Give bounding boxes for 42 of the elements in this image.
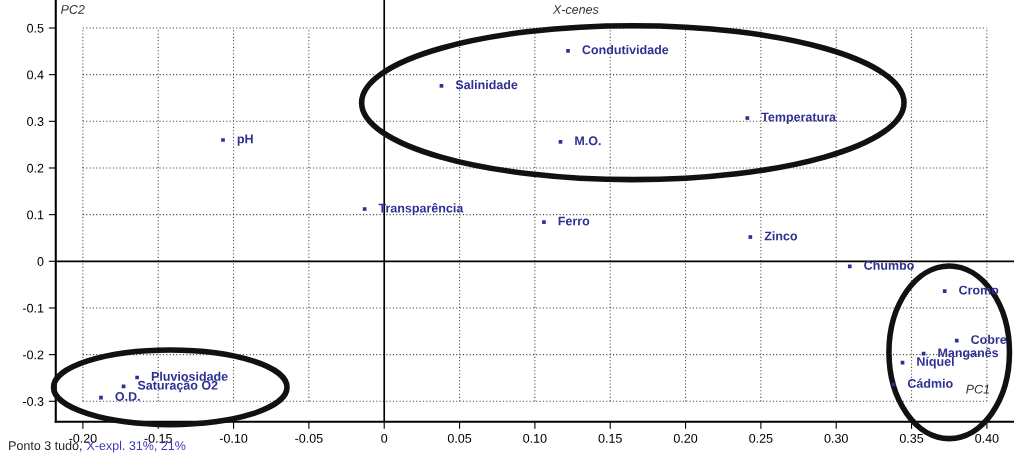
y-tick-label: 0.5 (27, 23, 44, 33)
x-tick-label: 0.25 (749, 433, 773, 443)
annotation: Salinidade (455, 80, 518, 90)
point (745, 116, 750, 120)
point (221, 138, 225, 142)
y-tick-label: 0.2 (27, 163, 44, 173)
annotation: Cádmio (907, 378, 953, 388)
y-tick-label: 0.1 (27, 210, 44, 220)
point (748, 235, 753, 239)
annotation: Pluviosidade (151, 371, 228, 381)
x-tick-label: -0.05 (295, 433, 323, 443)
annotation: Chumbo (864, 260, 914, 270)
x-tick-label: -0.10 (219, 433, 248, 443)
annotation: O.D. (115, 392, 140, 401)
x-tick-label: 0.40 (975, 433, 999, 443)
annotation: Condutividade (582, 45, 669, 55)
y-tick-label: 0.4 (27, 70, 44, 80)
chart-title: X-cenes (552, 5, 599, 14)
x-tick-label: -0.15 (144, 433, 172, 443)
x-tick-label: 0.30 (824, 433, 848, 443)
point (942, 289, 947, 293)
annotation: Saturação O2 (137, 380, 218, 393)
y-axis-title: PC2 (60, 5, 85, 14)
annotation: M.O. (575, 136, 601, 146)
x-tick-label: 0.10 (523, 433, 547, 443)
x-tick-label: 0.35 (899, 433, 924, 443)
x-tick-label: 0 (381, 433, 388, 443)
y-tick-label: 0 (37, 257, 44, 266)
x-axis-title: PC1 (966, 384, 989, 394)
point (542, 220, 546, 224)
y-tick-label: -0.3 (22, 397, 44, 406)
point (566, 49, 570, 53)
x-tick-label: 0.15 (598, 433, 622, 443)
annotation: Zinco (764, 231, 798, 241)
y-tick-label: -0.1 (22, 303, 44, 313)
annotation: Temperatura (761, 112, 837, 124)
annotation: pH (237, 134, 253, 146)
x-tick-label: 0.05 (447, 433, 472, 443)
x-tick-label: 0.20 (673, 433, 698, 443)
y-tick-label: -0.2 (22, 350, 44, 360)
annotation: Ferro (558, 216, 590, 226)
y-tick-label: 0.3 (27, 117, 44, 126)
